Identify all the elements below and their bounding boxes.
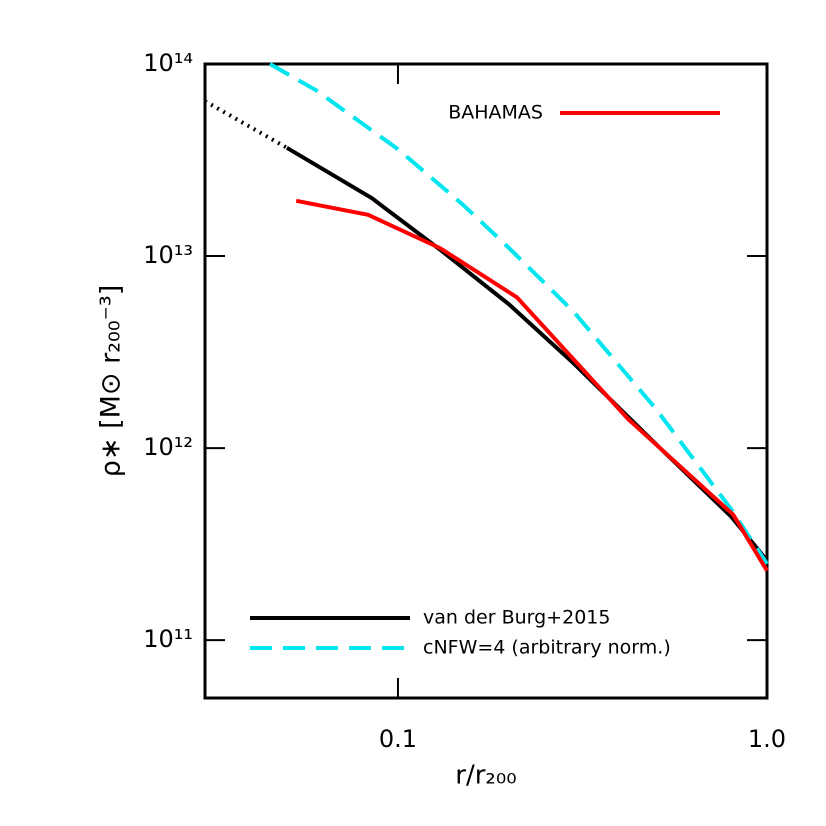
series-line: [285, 146, 769, 562]
legend-label: van der Burg+2015: [423, 607, 610, 629]
y-tick-label: 10¹²: [143, 433, 193, 461]
y-axis-label: ρ∗ [M⊙ r₂₀₀⁻³]: [96, 285, 127, 478]
series-line: [269, 62, 769, 565]
legend-label: cNFW=4 (arbitrary norm.): [423, 637, 671, 659]
x-tick-label: 0.1: [379, 725, 417, 753]
x-tick-label: 1.0: [748, 725, 786, 753]
series-line: [204, 99, 288, 150]
y-tick-label: 10¹³: [143, 241, 193, 269]
y-tick-label: 10¹⁴: [143, 49, 193, 77]
plot-frame: [203, 62, 769, 700]
x-axis-label: r/r₂₀₀: [455, 761, 516, 791]
series-line: [295, 198, 769, 572]
legend-label: BAHAMAS: [448, 102, 543, 124]
y-tick-label: 10¹¹: [143, 625, 193, 653]
